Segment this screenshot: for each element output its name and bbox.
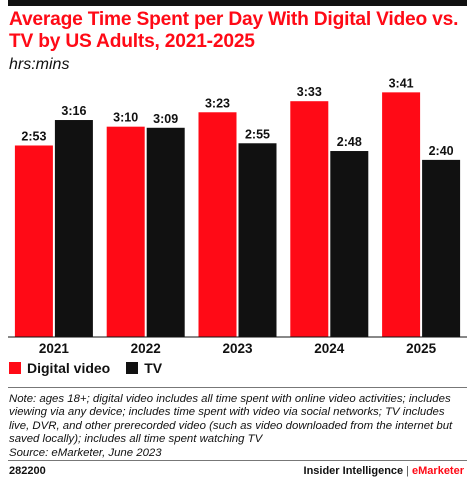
divider	[8, 387, 467, 388]
note-text: Note: ages 18+; digital video includes a…	[9, 393, 453, 446]
data-label-digital-video-2025: 3:41	[389, 76, 414, 90]
x-tick-label-2023: 2023	[222, 341, 253, 356]
data-label-tv-2023: 2:55	[245, 127, 270, 141]
data-label-tv-2024: 2:48	[337, 135, 362, 149]
footer-divider	[8, 460, 467, 461]
data-label-tv-2022: 3:09	[153, 112, 178, 126]
data-label-digital-video-2021: 2:53	[21, 129, 46, 143]
data-label-digital-video-2024: 3:33	[297, 85, 322, 99]
x-tick-label-2024: 2024	[314, 341, 345, 356]
x-tick-label-2021: 2021	[39, 341, 70, 356]
legend: Digital video TV	[9, 360, 178, 376]
bar-tv-2021	[54, 120, 93, 337]
bar-tv-2022	[146, 127, 185, 337]
x-tick-label-2025: 2025	[406, 341, 437, 356]
bar-tv-2025	[422, 159, 461, 337]
legend-label-digital-video: Digital video	[27, 360, 111, 376]
chart-subtitle: hrs:mins	[9, 56, 70, 73]
data-label-tv-2021: 3:16	[61, 104, 86, 118]
brand: Insider Intelligence | eMarketer	[304, 465, 464, 477]
bar-chart: 2:53 3:16 2021 3:10 3:09 2022 3:23 2:55 2023 3:33…	[8, 76, 467, 356]
source-text: Source: eMarketer, June 2023	[9, 446, 162, 459]
bar-tv-2024	[330, 151, 369, 337]
bar-digital-video-2023	[198, 112, 237, 338]
legend-item-digital-video: Digital video	[9, 360, 110, 376]
data-label-digital-video-2023: 3:23	[205, 96, 230, 110]
bar-digital-video-2021	[14, 145, 53, 337]
top-rule	[8, 0, 467, 6]
brand-emarketer: eMarketer	[412, 465, 464, 477]
x-tick-label-2022: 2022	[131, 341, 161, 356]
bar-digital-video-2025	[382, 92, 421, 337]
chart-title: Average Time Spent per Day With Digital …	[9, 9, 459, 52]
footnote: Note: ages 18+; digital video includes a…	[9, 393, 465, 460]
chart-id: 282200	[9, 465, 46, 477]
bar-digital-video-2024	[290, 101, 329, 337]
brand-separator: |	[406, 465, 410, 477]
bar-digital-video-2022	[106, 126, 145, 337]
legend-swatch-digital-video	[9, 362, 21, 374]
legend-item-tv: TV	[126, 360, 162, 376]
data-label-tv-2025: 2:40	[429, 144, 454, 158]
legend-swatch-tv	[126, 362, 139, 374]
legend-label-tv: TV	[144, 360, 163, 376]
brand-insider-intelligence: Insider Intelligence	[303, 465, 404, 477]
data-label-digital-video-2022: 3:10	[113, 111, 138, 125]
bar-tv-2023	[238, 143, 277, 337]
